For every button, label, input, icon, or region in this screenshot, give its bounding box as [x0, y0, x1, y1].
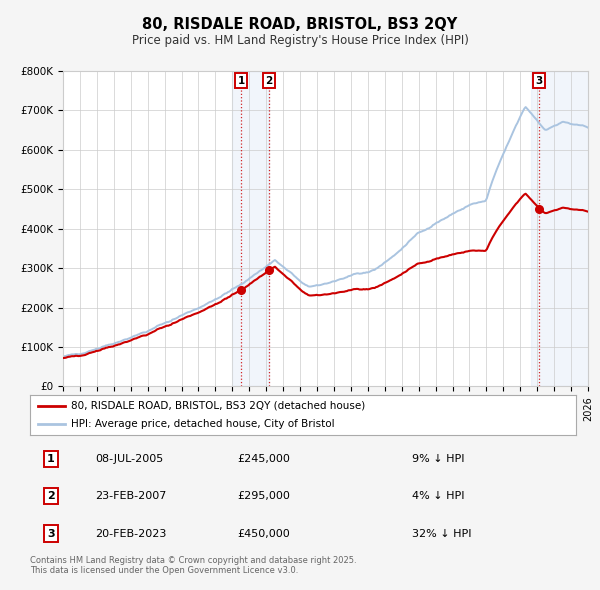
Text: HPI: Average price, detached house, City of Bristol: HPI: Average price, detached house, City…: [71, 419, 335, 429]
Text: 20-FEB-2023: 20-FEB-2023: [95, 529, 167, 539]
Text: 23-FEB-2007: 23-FEB-2007: [95, 491, 167, 501]
Text: £450,000: £450,000: [238, 529, 290, 539]
Text: Price paid vs. HM Land Registry's House Price Index (HPI): Price paid vs. HM Land Registry's House …: [131, 34, 469, 47]
Text: £295,000: £295,000: [238, 491, 290, 501]
Text: 3: 3: [47, 529, 55, 539]
Text: 9% ↓ HPI: 9% ↓ HPI: [412, 454, 465, 464]
Bar: [531, 71, 596, 386]
Text: 2: 2: [47, 491, 55, 501]
Text: 80, RISDALE ROAD, BRISTOL, BS3 2QY (detached house): 80, RISDALE ROAD, BRISTOL, BS3 2QY (deta…: [71, 401, 365, 411]
Text: Contains HM Land Registry data © Crown copyright and database right 2025.
This d: Contains HM Land Registry data © Crown c…: [30, 556, 356, 575]
Text: 1: 1: [238, 76, 245, 86]
Text: £245,000: £245,000: [238, 454, 290, 464]
Text: 2: 2: [265, 76, 272, 86]
Text: 80, RISDALE ROAD, BRISTOL, BS3 2QY: 80, RISDALE ROAD, BRISTOL, BS3 2QY: [142, 17, 458, 31]
Text: 4% ↓ HPI: 4% ↓ HPI: [412, 491, 465, 501]
Text: 32% ↓ HPI: 32% ↓ HPI: [412, 529, 472, 539]
Text: 3: 3: [536, 76, 543, 86]
Text: 08-JUL-2005: 08-JUL-2005: [95, 454, 164, 464]
Text: 1: 1: [47, 454, 55, 464]
Bar: [232, 71, 269, 386]
